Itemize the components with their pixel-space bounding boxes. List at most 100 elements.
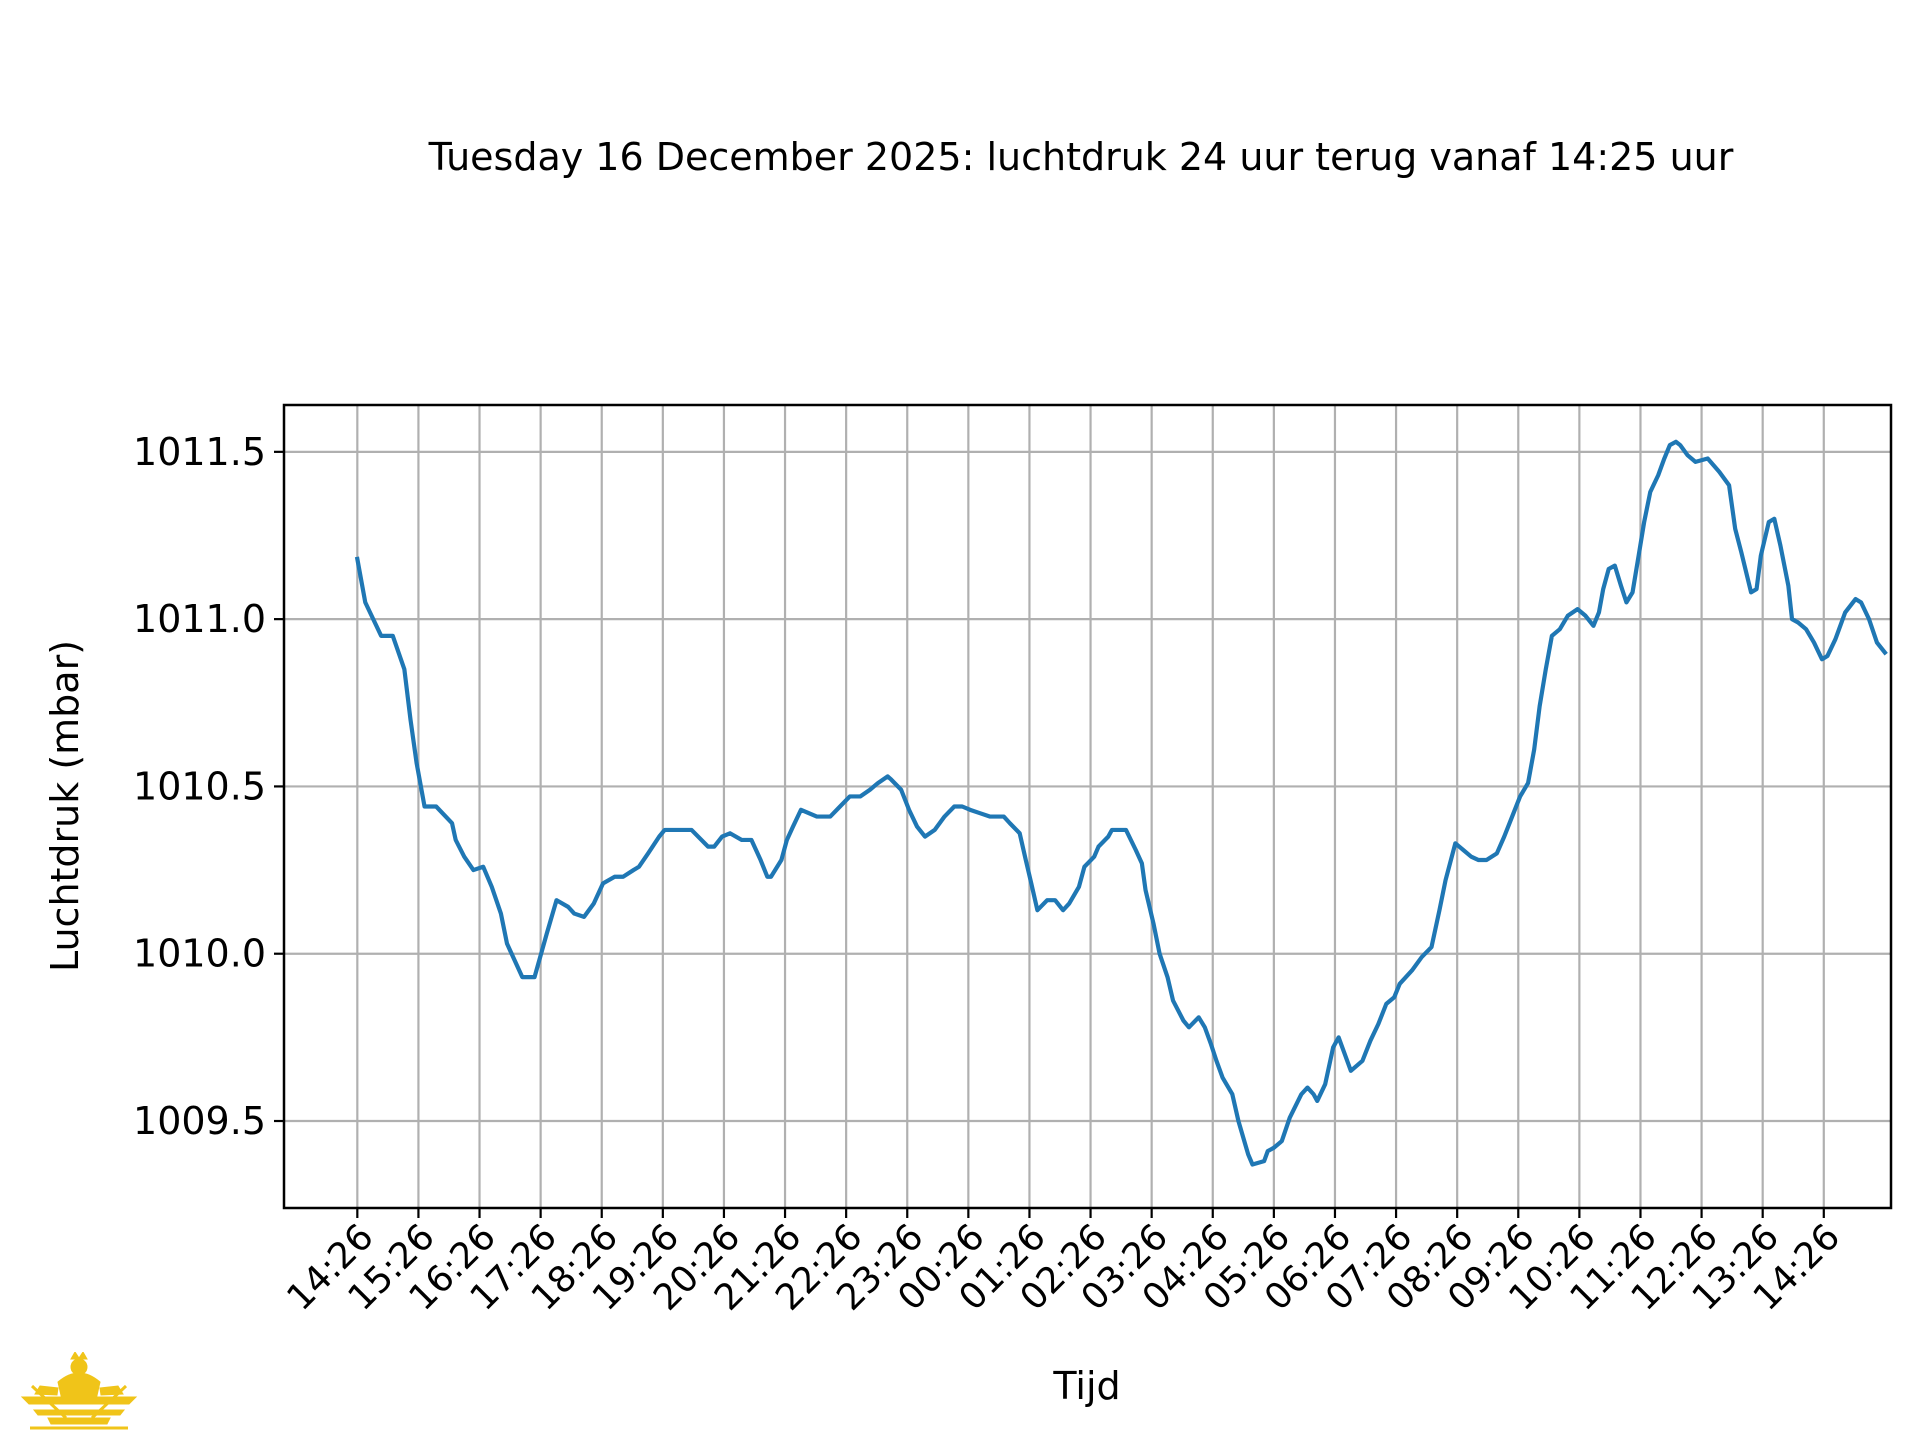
data-point (1385, 1003, 1387, 1005)
data-point (1273, 1147, 1275, 1149)
data-point (953, 805, 955, 807)
data-point (1620, 584, 1622, 586)
data-point (1289, 1116, 1291, 1118)
data-point (1430, 946, 1432, 948)
data-point (1083, 866, 1085, 868)
data-point (415, 762, 417, 764)
data-point (1377, 1023, 1379, 1025)
data-point (1152, 922, 1154, 924)
data-point (800, 809, 802, 811)
data-point (1787, 584, 1789, 586)
data-point (1251, 1163, 1253, 1165)
data-point (1470, 855, 1472, 857)
data-point (1182, 1019, 1184, 1021)
data-point (1036, 909, 1038, 911)
data-point (961, 805, 963, 807)
data-point (1592, 625, 1594, 627)
data-point (1119, 829, 1121, 831)
data-point (1625, 601, 1627, 603)
data-point (713, 845, 715, 847)
data-point (663, 829, 665, 831)
data-point (1188, 1026, 1190, 1028)
data-point (1686, 454, 1688, 456)
data-point (1860, 601, 1862, 603)
data-point (573, 912, 575, 914)
data-point (372, 618, 374, 620)
data-point (1750, 591, 1752, 593)
data-point (1663, 457, 1665, 459)
data-point (766, 876, 768, 878)
data-point (1669, 444, 1671, 446)
data-point (908, 809, 910, 811)
data-point (934, 829, 936, 831)
data-point (1399, 983, 1401, 985)
data-point (1854, 598, 1856, 600)
data-point (1221, 1076, 1223, 1078)
data-point (1679, 444, 1681, 446)
data-point (567, 906, 569, 908)
data-point (1141, 862, 1143, 864)
data-point (1332, 1046, 1334, 1048)
data-point (1350, 1070, 1352, 1072)
data-point (1844, 611, 1846, 613)
data-point (1773, 518, 1775, 520)
data-point (1125, 829, 1127, 831)
data-point (1438, 909, 1440, 911)
data-point (1826, 655, 1828, 657)
data-point (786, 839, 788, 841)
data-point (451, 822, 453, 824)
data-point (1551, 635, 1553, 637)
data-point (707, 845, 709, 847)
data-point (1444, 879, 1446, 881)
data-point (1657, 474, 1659, 476)
data-point (1608, 568, 1610, 570)
data-point (1728, 484, 1730, 486)
data-point (356, 558, 358, 560)
data-point (500, 912, 502, 914)
data-point (1247, 1153, 1249, 1155)
data-point (1791, 618, 1793, 620)
y-tick-label: 1011.5 (133, 430, 266, 474)
data-point (1631, 591, 1633, 593)
data-point (1324, 1083, 1326, 1085)
data-point (1018, 832, 1020, 834)
data-point (890, 779, 892, 781)
data-point (1158, 953, 1160, 955)
data-point (1805, 628, 1807, 630)
data-point (1485, 859, 1487, 861)
data-point (1779, 544, 1781, 546)
data-point (1706, 457, 1708, 459)
data-point (1884, 651, 1886, 653)
data-point (1559, 628, 1561, 630)
data-point (1062, 909, 1064, 911)
data-point (943, 815, 945, 817)
data-point (869, 789, 871, 791)
data-point (622, 876, 624, 878)
data-point (1054, 899, 1056, 901)
data-point (1003, 815, 1005, 817)
data-point (1519, 795, 1521, 797)
crest-logo (20, 1352, 138, 1430)
data-point (1009, 822, 1011, 824)
data-point (1718, 471, 1720, 473)
data-point (1868, 618, 1870, 620)
data-point (681, 829, 683, 831)
series-layer (354, 439, 1888, 1167)
data-point (472, 869, 474, 871)
data-point (454, 839, 456, 841)
data-point (1411, 969, 1413, 971)
y-tick-label: 1009.5 (133, 1099, 266, 1143)
data-point (1602, 588, 1604, 590)
data-point (1204, 1026, 1206, 1028)
data-point (1361, 1060, 1363, 1062)
data-point (916, 825, 918, 827)
data-point (1316, 1100, 1318, 1102)
data-point (740, 839, 742, 841)
y-tick-label: 1010.0 (133, 932, 266, 976)
data-point (1694, 461, 1696, 463)
data-point (392, 635, 394, 637)
data-point (380, 635, 382, 637)
data-point (1344, 1053, 1346, 1055)
data-point (759, 859, 761, 861)
data-point (1454, 842, 1456, 844)
